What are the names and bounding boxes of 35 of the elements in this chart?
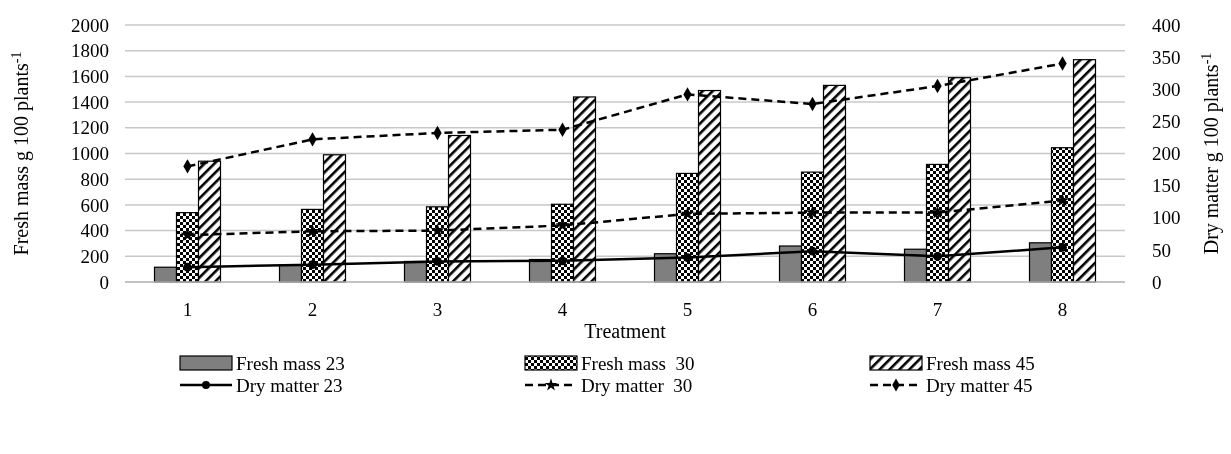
y2-tick-label: 0	[1152, 271, 1162, 293]
legend-label: Dry matter 30	[581, 374, 693, 396]
y2-tick-label: 300	[1152, 78, 1181, 100]
y-tick-label: 1400	[71, 91, 109, 113]
x-tick-label: 3	[432, 298, 443, 320]
y-tick-label: 200	[80, 245, 109, 267]
y2-tick-label: 250	[1152, 111, 1181, 133]
y2-tick-label: 150	[1152, 175, 1181, 197]
x-tick-label: 2	[307, 298, 318, 320]
y-tick-label: 2000	[71, 14, 109, 36]
y-tick-label: 1200	[71, 117, 109, 139]
x-tick-label: 8	[1057, 298, 1068, 320]
legend-label: Fresh mass 45	[926, 352, 1035, 374]
y2-tick-label: 200	[1152, 143, 1181, 165]
y2-tick-label: 100	[1152, 207, 1181, 229]
y-tick-label: 600	[80, 194, 109, 216]
x-tick-label: 4	[557, 298, 568, 320]
x-axis-title: Treatment	[584, 320, 667, 342]
x-tick-label: 1	[182, 298, 193, 320]
y-tick-label: 0	[99, 271, 109, 293]
y-tick-label: 800	[80, 168, 109, 190]
x-tick-label: 6	[807, 298, 818, 320]
x-tick-label: 7	[932, 298, 943, 320]
y-tick-label: 1600	[71, 66, 109, 88]
y-tick-label: 1800	[71, 40, 109, 62]
y2-tick-label: 400	[1152, 14, 1181, 36]
legend-label: Dry matter 23	[236, 374, 343, 396]
legend-label: Fresh mass 23	[236, 352, 345, 374]
y-tick-label: 1000	[71, 143, 109, 165]
legend-label: Fresh mass 30	[581, 352, 695, 374]
legend-label: Dry matter 45	[926, 374, 1033, 396]
y-tick-label: 400	[80, 220, 109, 242]
y2-tick-label: 350	[1152, 46, 1181, 68]
y2-tick-label: 50	[1152, 239, 1171, 261]
x-tick-label: 5	[682, 298, 693, 320]
